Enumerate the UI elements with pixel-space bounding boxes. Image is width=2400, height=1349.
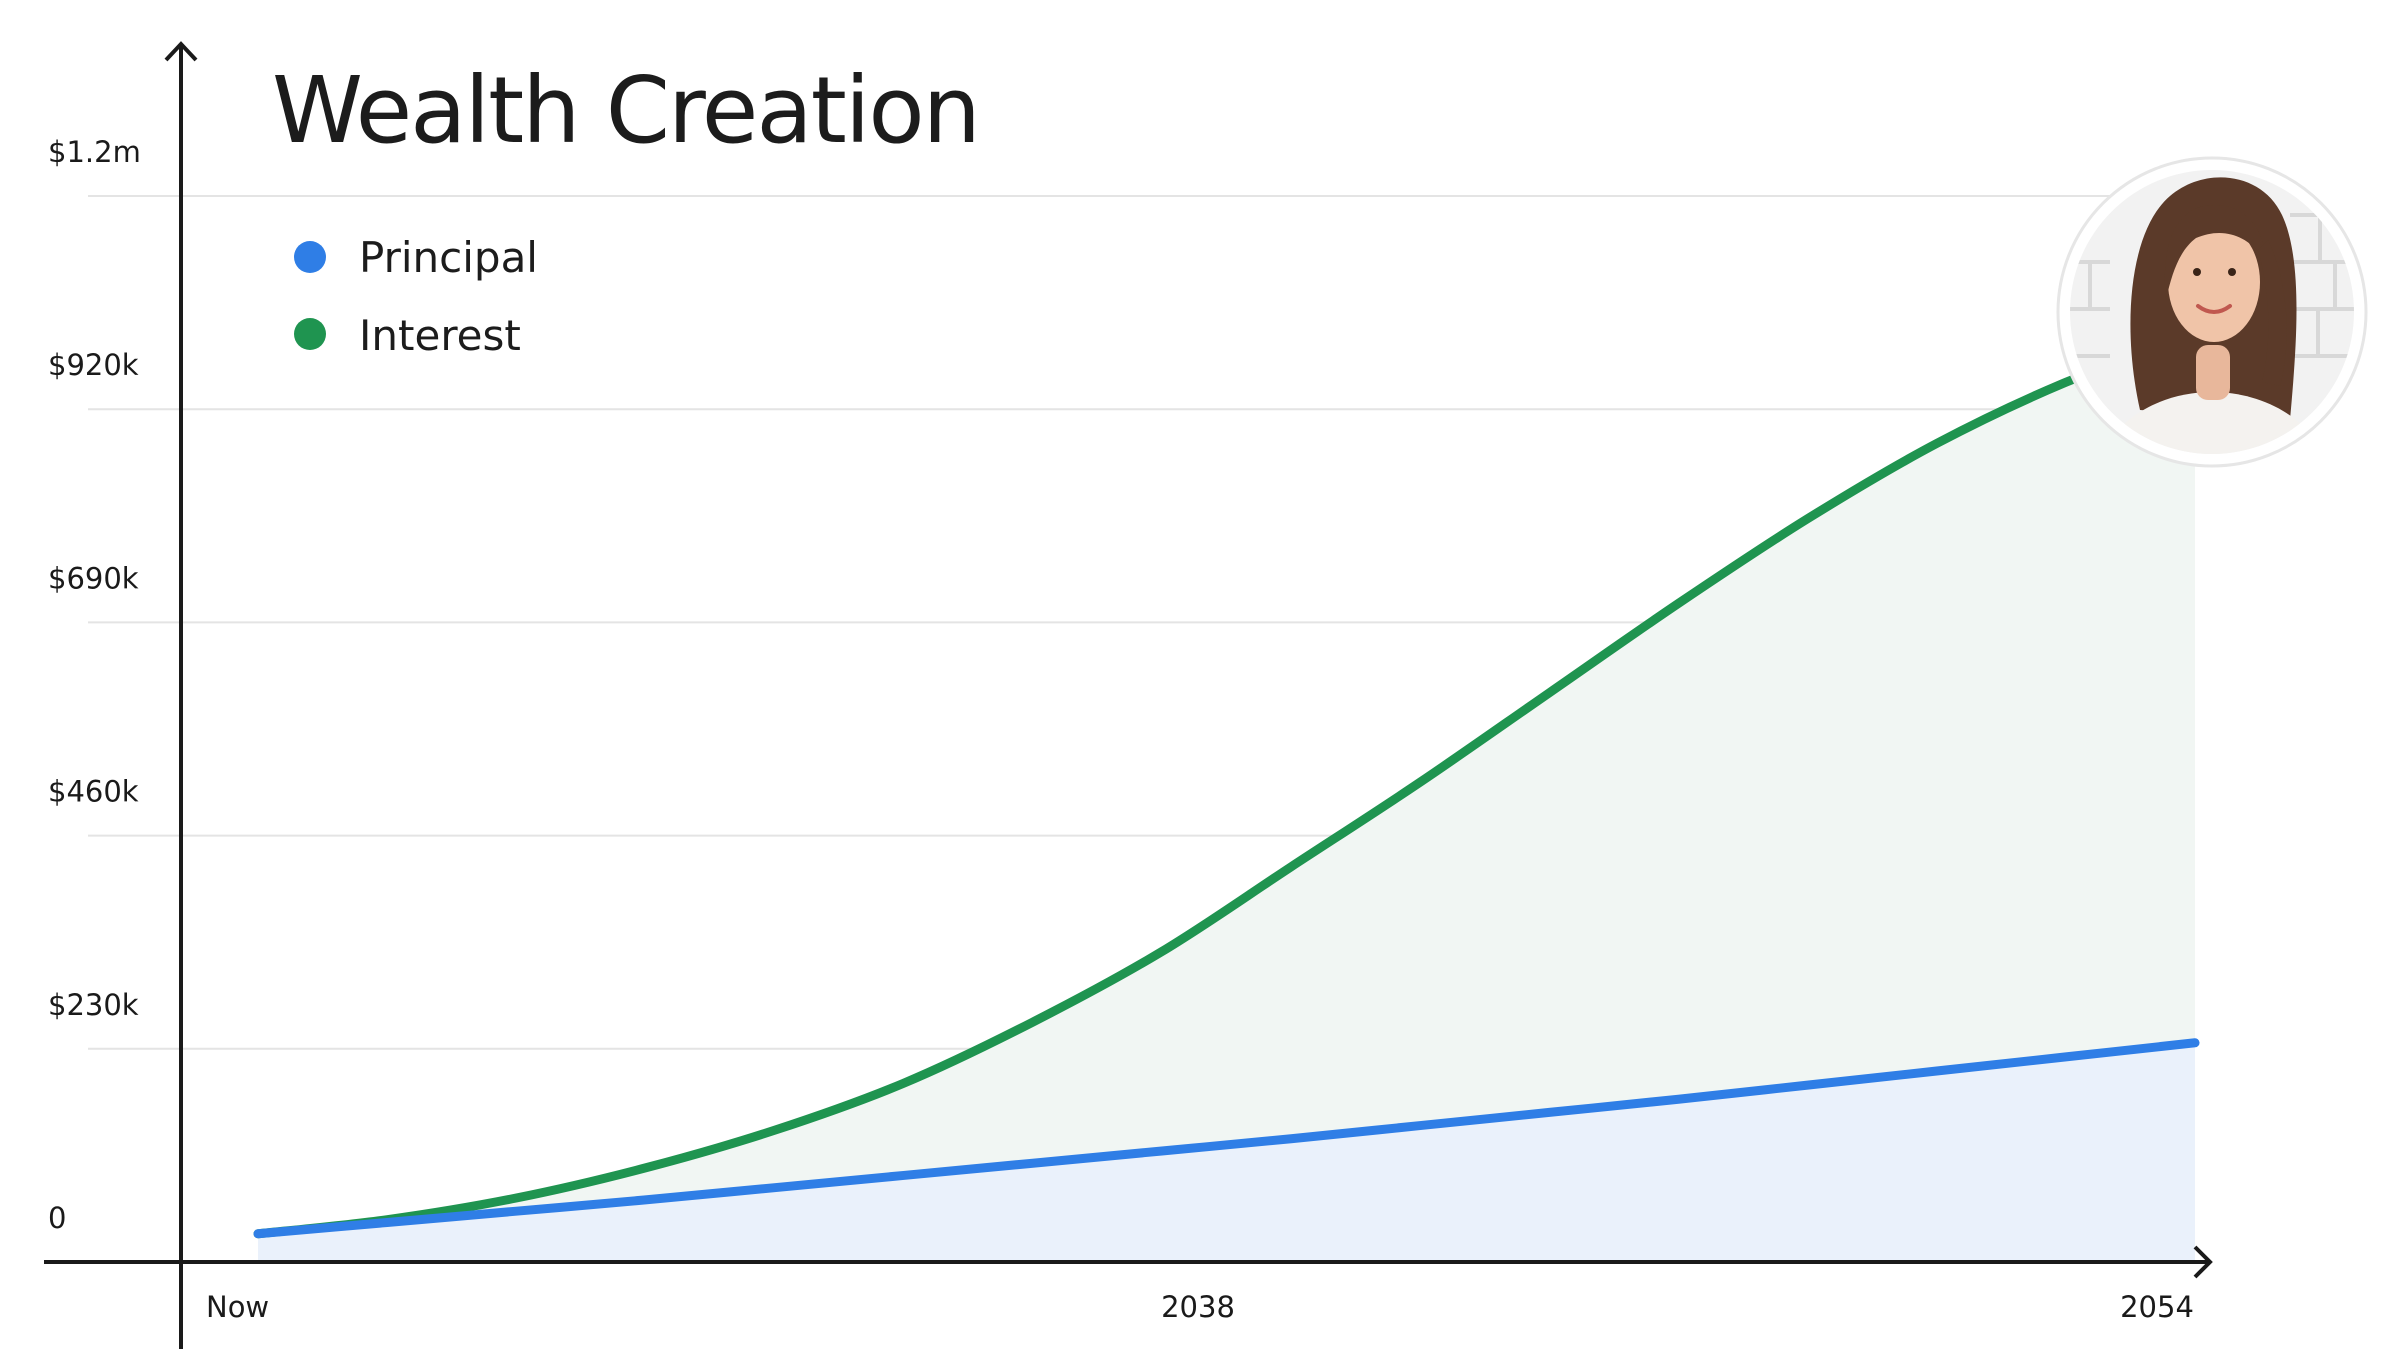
x-tick-label: 2054 — [2120, 1290, 2194, 1324]
chart-title: Wealth Creation — [272, 57, 979, 164]
series-line-interest — [253, 330, 2200, 1239]
legend: Principal Interest — [294, 233, 538, 360]
area-fills — [258, 335, 2195, 1260]
y-tick-label: $230k — [48, 988, 139, 1022]
avatar — [2056, 156, 2368, 468]
y-axis-arrow-icon — [164, 41, 198, 62]
y-tick-label: 0 — [48, 1201, 66, 1235]
series-lines — [253, 330, 2200, 1239]
axes — [44, 41, 2213, 1349]
series-line-principal — [253, 1038, 2200, 1239]
legend-swatch-principal — [294, 241, 326, 273]
legend-label-principal: Principal — [359, 233, 538, 282]
y-tick-label: $920k — [48, 348, 139, 382]
y-tick-label: $1.2m — [48, 135, 141, 169]
y-tick-label: $460k — [48, 775, 139, 809]
y-tick-label: $690k — [48, 561, 139, 595]
x-tick-label: Now — [206, 1290, 269, 1324]
y-tick-labels: 0 $230k $460k $690k $920k $1.2m — [48, 135, 141, 1235]
legend-swatch-interest — [294, 318, 326, 350]
x-axis-arrow-icon — [2193, 1245, 2213, 1279]
x-tick-label: 2038 — [1161, 1290, 1235, 1324]
area-fill-interest — [258, 335, 2195, 1260]
legend-label-interest: Interest — [359, 311, 521, 360]
x-tick-labels: Now 2038 2054 — [206, 1290, 2194, 1324]
